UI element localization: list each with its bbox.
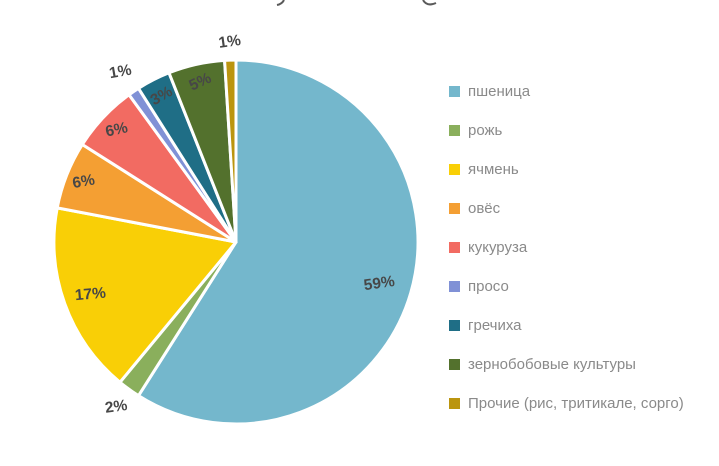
slice-percent-label-3: 17%: [74, 285, 107, 305]
legend-label: Прочие (рис, тритикале, сорго): [468, 395, 684, 412]
legend-item-7: гречиха: [449, 306, 717, 345]
slice-percent-label-5: 6%: [104, 119, 130, 140]
legend-item-4: овёс: [449, 189, 717, 228]
legend-swatch-icon: [449, 242, 460, 253]
legend-label: просо: [468, 278, 509, 295]
legend-item-9: Прочие (рис, тритикале, сорго): [449, 384, 717, 423]
legend-label: кукуруза: [468, 239, 528, 256]
slice-percent-label-1: 59%: [363, 273, 396, 294]
legend-swatch-icon: [449, 164, 460, 175]
legend-item-8: зернобобовые культуры: [449, 345, 717, 384]
slice-percent-label-2: 2%: [104, 397, 129, 417]
pie-slice-1: [136, 58, 420, 426]
legend-item-3: ячмень: [449, 150, 717, 189]
chart-legend: пшеница рожь ячмень овёс кукуруза просо гречих…: [449, 72, 717, 423]
legend-swatch-icon: [449, 281, 460, 292]
legend-label: пшеница: [468, 83, 531, 100]
legend-swatch-icon: [449, 320, 460, 331]
legend-label: овёс: [468, 200, 501, 217]
legend-swatch-icon: [449, 203, 460, 214]
legend-swatch-icon: [449, 86, 460, 97]
pie-slice-3: [52, 206, 238, 384]
legend-item-1: пшеница: [449, 72, 717, 111]
legend-label: зернобобовые культуры: [468, 356, 636, 373]
legend-swatch-icon: [449, 125, 460, 136]
legend-item-5: кукуруза: [449, 228, 717, 267]
legend-label: ячмень: [468, 161, 519, 178]
cropped-title-descenders: [276, 0, 437, 6]
pie-slice-9: [223, 58, 238, 244]
slice-percent-label-4: 6%: [71, 171, 96, 192]
legend-item-6: просо: [449, 267, 717, 306]
legend-swatch-icon: [449, 359, 460, 370]
legend-item-2: рожь: [449, 111, 717, 150]
legend-label: гречиха: [468, 317, 522, 334]
legend-label: рожь: [468, 122, 503, 139]
slice-percent-label-9: 1%: [217, 32, 242, 52]
legend-swatch-icon: [449, 398, 460, 409]
slice-percent-label-6: 1%: [108, 62, 133, 83]
